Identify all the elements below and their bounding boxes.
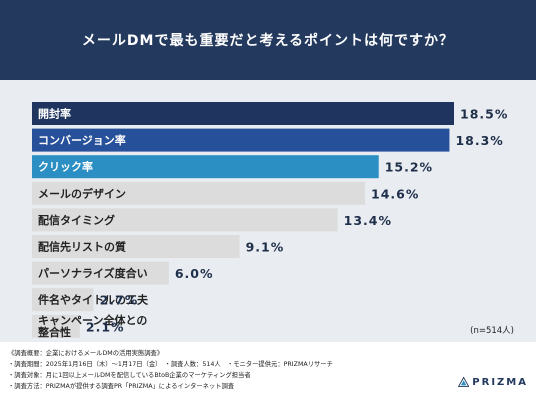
value-label: 13.4% bbox=[344, 213, 392, 228]
bar-label: メールのデザイン bbox=[38, 186, 126, 200]
bar bbox=[32, 128, 450, 152]
value-label: 14.6% bbox=[371, 186, 419, 201]
survey-note-line: ・調査期間：2025年1月16日（木）～1月17日（金） ・調査人数：514人 … bbox=[8, 361, 333, 368]
bar-label: パーソナライズ度合い bbox=[38, 266, 148, 280]
bar-label: 配信先リストの質 bbox=[38, 240, 126, 254]
bar-label: キャンペーン全体との整合性 bbox=[37, 313, 147, 339]
bar bbox=[32, 261, 169, 285]
title-banner: メールDMで最も重要だと考えるポイントは何ですか？ bbox=[0, 0, 536, 80]
bar-label: クリック率 bbox=[38, 160, 93, 174]
bar bbox=[32, 314, 80, 338]
value-label: 18.3% bbox=[455, 133, 503, 148]
bar-label: 配信タイミング bbox=[38, 213, 115, 227]
value-label: 2.1% bbox=[86, 319, 125, 334]
logo-text: PRIZMA bbox=[472, 376, 528, 388]
survey-note-line: ・調査方法：PRIZMAが提供する調査PR「PRIZMA」によるインターネット調… bbox=[8, 383, 235, 390]
bar bbox=[32, 181, 366, 205]
sample-size-note: (n=514人) bbox=[470, 326, 514, 336]
survey-notes: 《調査概要：企業におけるメールDMの活用実態調査》 ・調査期間：2025年1月1… bbox=[8, 348, 448, 392]
bar-label: 開封率 bbox=[38, 107, 71, 121]
bar bbox=[32, 155, 379, 179]
chart-title: メールDMで最も重要だと考えるポイントは何ですか？ bbox=[81, 33, 455, 49]
bar bbox=[32, 208, 338, 232]
prizma-logo: PRIZMA bbox=[458, 372, 528, 392]
bar-label: 件名やタイトルの工夫 bbox=[38, 293, 149, 307]
prism-logo-icon bbox=[458, 376, 470, 387]
value-label: 9.1% bbox=[246, 240, 285, 255]
bar-label: コンバージョン率 bbox=[38, 133, 126, 147]
value-label: 15.2% bbox=[385, 160, 433, 175]
value-label: 18.5% bbox=[460, 107, 508, 122]
survey-note-line: ・調査対象：月に1回以上メールDMを配信しているBtoB企業のマーケティング担当… bbox=[8, 372, 251, 379]
bar-chart: 開封率 18.5% コンバージョン率 18.3% クリック率 15.2% メールのデザイン 1… bbox=[32, 102, 508, 339]
survey-note-line: 《調査概要：企業におけるメールDMの活用実態調査》 bbox=[8, 350, 164, 357]
bar bbox=[32, 235, 240, 258]
value-label: 6.0% bbox=[175, 266, 214, 281]
bar bbox=[32, 288, 94, 312]
value-label: 2.7% bbox=[100, 293, 139, 308]
bar bbox=[32, 102, 454, 125]
